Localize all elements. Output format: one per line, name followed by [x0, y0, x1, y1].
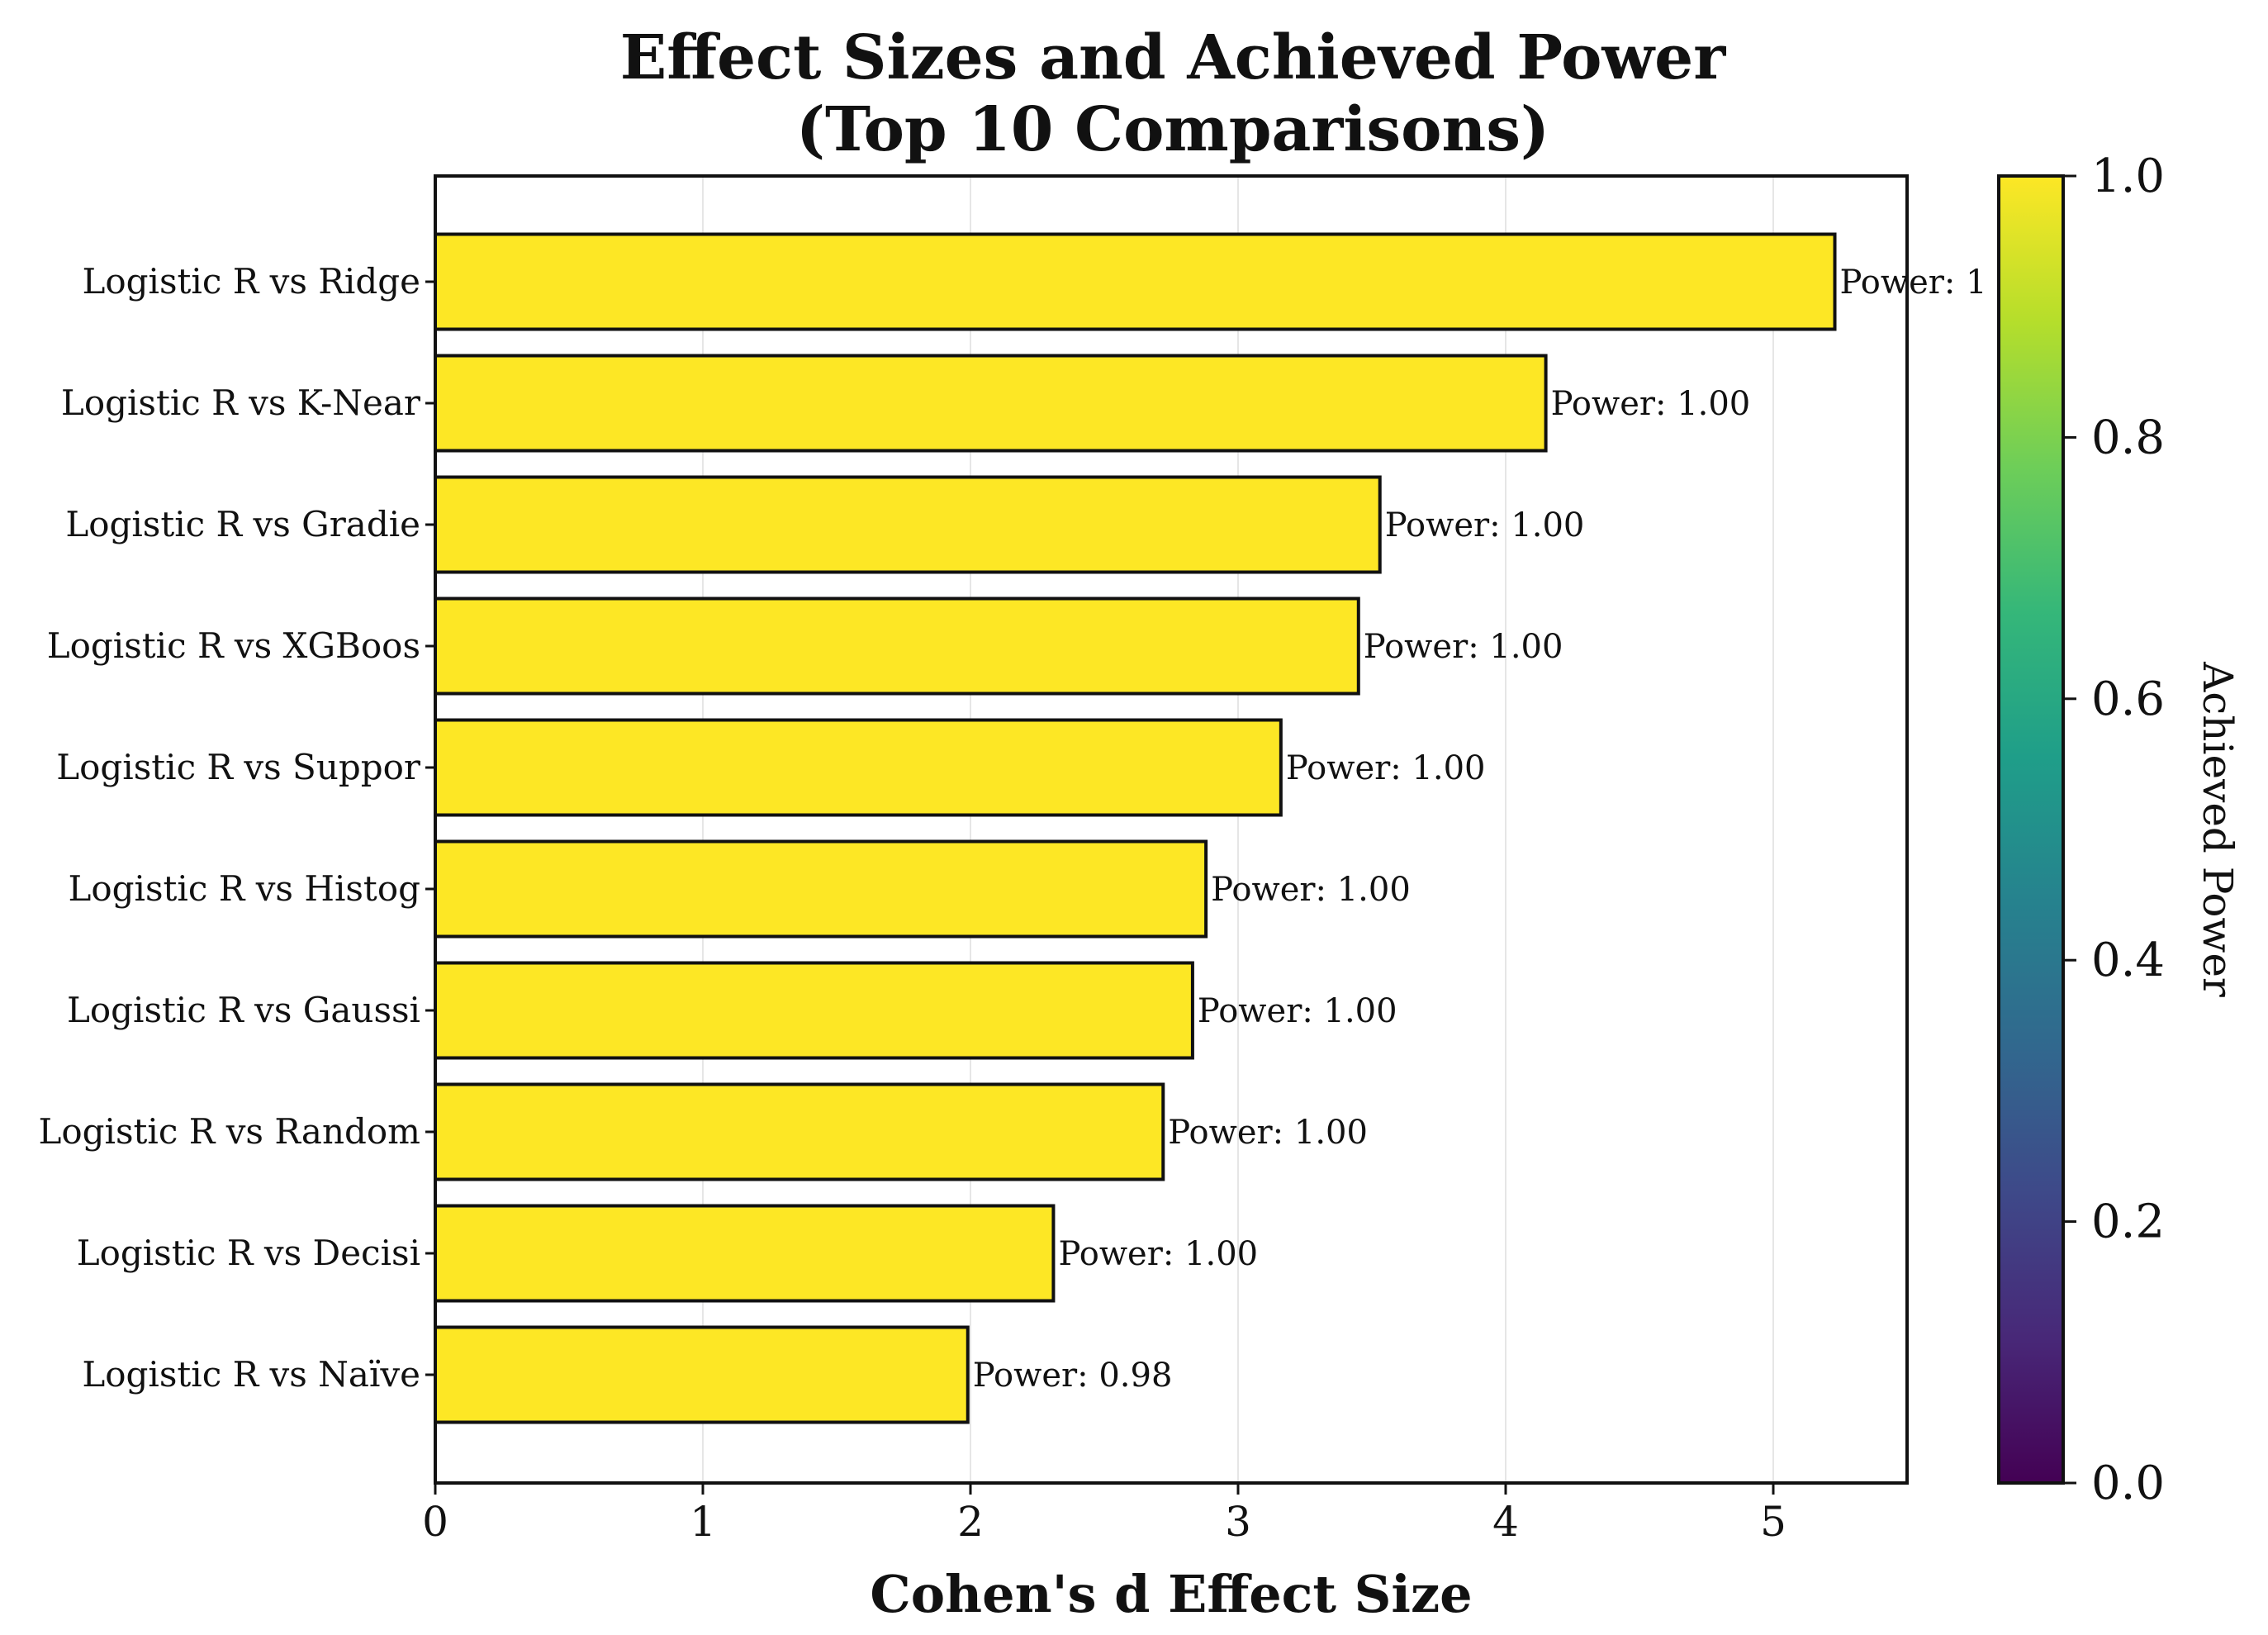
bar [434, 1325, 970, 1424]
category-label: Logistic R vs Histog [68, 868, 420, 909]
chart-title-line-1: Effect Sizes and Achieved Power [620, 22, 1726, 93]
bar [434, 354, 1548, 453]
colorbar: 0.0 0.2 0.4 0.6 0.8 1.0 Achieved Power [1997, 150, 2242, 1510]
colorbar-tick-label: 1.0 [2091, 150, 2165, 203]
data-labels: Power: 1 Power: 1.00 Power: 1.00 Power: 1.0… [973, 264, 1987, 1395]
data-label: Power: 1.00 [1168, 1114, 1368, 1152]
bar [434, 596, 1360, 696]
data-label: Power: 1.00 [1364, 628, 1563, 666]
x-axis-ticks: 0 1 2 3 4 5 [422, 1483, 1786, 1546]
data-label: Power: 0.98 [973, 1357, 1173, 1395]
bar-series [434, 232, 1837, 1424]
category-label: Logistic R vs Decisi [77, 1233, 420, 1273]
category-label: Logistic R vs Ridge [82, 261, 420, 302]
bar [434, 1204, 1056, 1303]
colorbar-tick-label: 0.2 [2091, 1195, 2165, 1249]
colorbar-tick-label: 0.0 [2091, 1457, 2165, 1510]
x-tick-label: 0 [422, 1498, 448, 1546]
data-label: Power: 1.00 [1286, 749, 1486, 787]
x-tick-label: 2 [957, 1498, 984, 1546]
chart-title-line-2: (Top 10 Comparisons) [796, 94, 1549, 165]
category-labels: Logistic R vs Ridge Logistic R vs K-Near L… [38, 261, 420, 1395]
colorbar-gradient [1997, 174, 2065, 1485]
category-label: Logistic R vs Gaussi [67, 990, 420, 1030]
bar [434, 961, 1194, 1060]
bar [434, 1082, 1165, 1181]
x-tick-label: 3 [1225, 1498, 1251, 1546]
x-tick-label: 1 [690, 1498, 716, 1546]
bar [434, 232, 1837, 331]
x-tick-label: 5 [1760, 1498, 1786, 1546]
x-tick-label: 4 [1492, 1498, 1519, 1546]
category-label: Logistic R vs Gradie [65, 504, 420, 544]
data-label: Power: 1.00 [1058, 1235, 1258, 1273]
data-label: Power: 1.00 [1211, 871, 1411, 909]
y-axis-ticks [425, 280, 435, 1376]
data-label: Power: 1 [1840, 264, 1987, 302]
bar [434, 475, 1382, 574]
data-label: Power: 1.00 [1385, 506, 1585, 544]
category-label: Logistic R vs XGBoos [47, 625, 420, 666]
colorbar-ticks: 0.0 0.2 0.4 0.6 0.8 1.0 [2063, 150, 2165, 1510]
category-label: Logistic R vs Naïve [82, 1354, 420, 1395]
bar [434, 839, 1208, 939]
data-label: Power: 1.00 [1198, 992, 1397, 1030]
x-axis-label: Cohen's d Effect Size [870, 1564, 1472, 1624]
category-label: Logistic R vs Suppor [56, 747, 421, 787]
plot-frame [434, 174, 1909, 1485]
bar [434, 718, 1283, 817]
category-label: Logistic R vs Random [38, 1111, 420, 1152]
colorbar-tick-label: 0.8 [2091, 411, 2165, 464]
data-label: Power: 1.00 [1551, 385, 1751, 423]
category-label: Logistic R vs K-Near [61, 383, 421, 423]
colorbar-tick-label: 0.6 [2091, 673, 2165, 726]
colorbar-label: Achieved Power [2194, 661, 2242, 997]
colorbar-tick-label: 0.4 [2091, 934, 2165, 987]
